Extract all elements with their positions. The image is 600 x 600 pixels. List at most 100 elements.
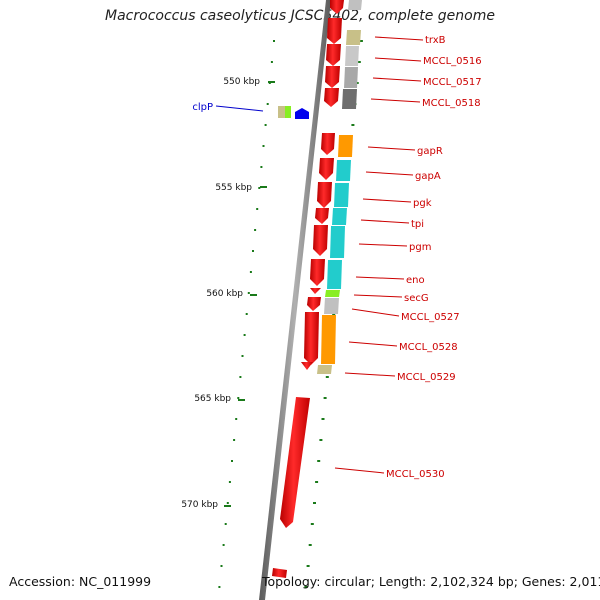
cog-bar bbox=[330, 226, 345, 258]
clpP-feature bbox=[278, 106, 309, 119]
leader-line bbox=[365, 171, 414, 176]
ring-dot bbox=[317, 460, 321, 462]
ring-dot bbox=[222, 544, 225, 546]
leader-line bbox=[358, 243, 408, 247]
ring-dot bbox=[252, 250, 254, 252]
ring-dot bbox=[247, 292, 250, 294]
ring-dot bbox=[304, 586, 308, 588]
gene-label: secG bbox=[404, 293, 429, 304]
cog-bar bbox=[278, 106, 285, 118]
ring-dot bbox=[226, 502, 229, 504]
leader-line-clpP bbox=[215, 105, 264, 112]
scale-tick-mark bbox=[260, 186, 267, 188]
gene-label: MCCL_0528 bbox=[399, 342, 458, 353]
ring-dot bbox=[218, 586, 221, 588]
ring-dot bbox=[308, 544, 312, 546]
cds-arrow bbox=[325, 66, 340, 88]
leader-line bbox=[351, 308, 400, 317]
cds-arrow bbox=[304, 312, 319, 365]
leader-line bbox=[370, 98, 421, 103]
ring-dot bbox=[315, 481, 319, 483]
cog-bar bbox=[344, 67, 358, 88]
leader-line bbox=[348, 341, 398, 347]
label-leader-lines bbox=[334, 36, 424, 474]
ring-dot bbox=[273, 40, 275, 42]
cog-bar bbox=[285, 106, 291, 118]
cds-arrow bbox=[327, 18, 342, 44]
ring-dot bbox=[243, 334, 246, 336]
ring-dot bbox=[245, 313, 248, 315]
gene-label: tpi bbox=[411, 219, 424, 230]
leader-line bbox=[367, 146, 416, 151]
ring-dot bbox=[357, 61, 361, 63]
gene-label: pgm bbox=[409, 242, 431, 253]
ring-dot bbox=[249, 271, 252, 273]
cog-bar bbox=[332, 208, 347, 225]
cds-arrow bbox=[272, 568, 287, 578]
cog-bar bbox=[348, 0, 362, 10]
genome-backbone bbox=[259, 0, 331, 600]
gene-label: MCCL_0516 bbox=[423, 56, 482, 67]
gene-label: eno bbox=[406, 275, 425, 286]
ring-dot bbox=[258, 187, 261, 189]
gene-label: trxB bbox=[425, 35, 446, 46]
ring-dot bbox=[237, 397, 240, 399]
cds-arrow bbox=[280, 397, 310, 528]
scale-tick-mark bbox=[250, 294, 257, 296]
cog-bar bbox=[345, 46, 359, 66]
ring-dot bbox=[270, 61, 273, 63]
ring-dot bbox=[254, 229, 257, 231]
cog-bar bbox=[342, 89, 357, 109]
cds-arrow bbox=[326, 44, 341, 66]
leader-line bbox=[374, 57, 422, 62]
ring-dot bbox=[313, 502, 316, 504]
ring-dot bbox=[239, 376, 242, 378]
gene-label: gapA bbox=[415, 171, 441, 182]
cog-bar bbox=[338, 135, 353, 157]
cog-bar bbox=[324, 298, 339, 314]
scale-tick-label: 570 kbp bbox=[181, 500, 218, 510]
cog-bar bbox=[346, 30, 361, 45]
gene-label: MCCL_0517 bbox=[423, 77, 482, 88]
scale-ring-dots bbox=[218, 40, 275, 588]
leader-line bbox=[353, 294, 403, 298]
cog-category-bars bbox=[317, 0, 362, 374]
cds-arrow bbox=[330, 0, 344, 14]
gene-label: MCCL_0527 bbox=[401, 312, 460, 323]
scale-tick-label: 555 kbp bbox=[215, 183, 252, 193]
scale-tick-mark bbox=[224, 505, 231, 507]
ring-dot bbox=[323, 397, 327, 399]
ring-dot bbox=[220, 565, 223, 567]
ring-dot bbox=[266, 103, 269, 105]
cds-arrow bbox=[313, 225, 328, 256]
ring-dot bbox=[310, 523, 314, 525]
ring-dot bbox=[224, 523, 227, 525]
ring-dot bbox=[260, 166, 263, 168]
cds-arrow bbox=[319, 158, 334, 180]
cog-bar bbox=[321, 315, 336, 364]
gene-label: MCCL_0529 bbox=[397, 372, 456, 383]
cog-bar bbox=[317, 365, 332, 374]
cds-arrow bbox=[321, 133, 335, 155]
cog-bar bbox=[325, 290, 340, 297]
ring-dot bbox=[262, 145, 265, 147]
leader-line bbox=[372, 77, 422, 82]
ring-dot bbox=[319, 439, 323, 441]
leader-line bbox=[355, 276, 405, 280]
cds-arrow bbox=[310, 288, 321, 294]
ring-dot bbox=[235, 418, 238, 420]
scale-tick-mark bbox=[268, 81, 275, 83]
cds-arrow bbox=[301, 362, 313, 370]
genome-title: Macrococcus caseolyticus JCSC5402, compl… bbox=[105, 8, 495, 24]
ring-dot bbox=[228, 481, 231, 483]
cog-bar bbox=[336, 160, 351, 181]
scale-ticks: 550 kbp 555 kbp 560 kbp 565 kbp 570 kbp bbox=[181, 77, 275, 510]
ring-dot bbox=[351, 124, 355, 126]
cds-arrow bbox=[317, 182, 332, 208]
ring-dot bbox=[231, 460, 233, 462]
cds-arrow bbox=[324, 88, 339, 107]
ring-dot bbox=[325, 376, 329, 378]
scale-tick-label: 560 kbp bbox=[206, 289, 243, 299]
ring-dot bbox=[264, 124, 267, 126]
gene-labels: trxB MCCL_0516 MCCL_0517 MCCL_0518 gapR … bbox=[192, 35, 481, 480]
